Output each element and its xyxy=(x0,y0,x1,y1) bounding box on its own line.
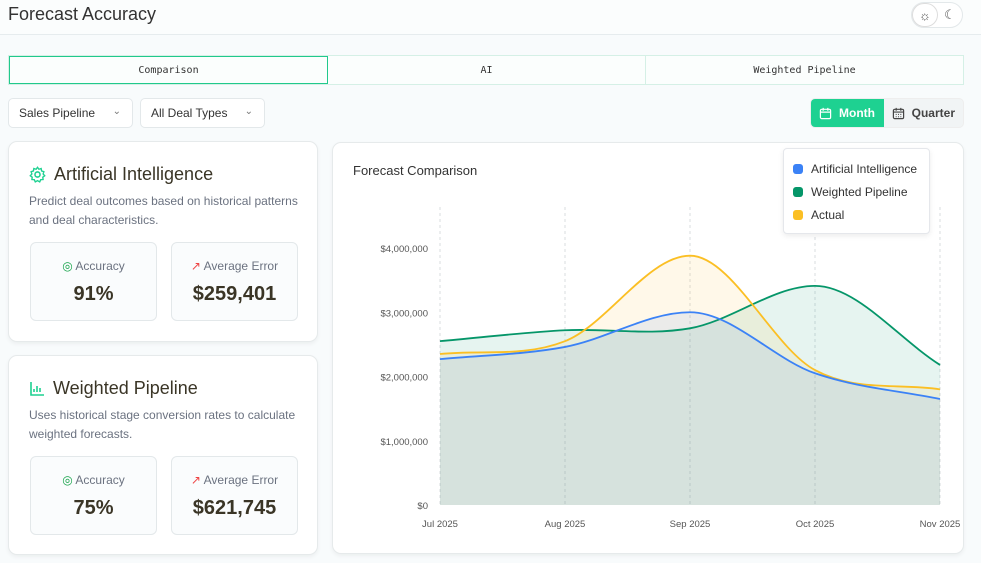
tab-weighted-pipeline[interactable]: Weighted Pipeline xyxy=(753,64,856,76)
x-tick-label: Jul 2025 xyxy=(422,519,458,530)
page-title: Forecast Accuracy xyxy=(8,4,157,24)
stat-value: 75% xyxy=(73,497,114,519)
gear-icon xyxy=(29,166,46,183)
tab-bar: Comparison AI Weighted Pipeline xyxy=(8,55,964,85)
quarter-button[interactable]: Quarter xyxy=(884,99,963,127)
bar-chart-icon xyxy=(30,381,44,396)
y-tick-label: $0 xyxy=(417,501,428,512)
y-tick-label: $1,000,000 xyxy=(380,437,428,448)
moon-icon[interactable]: ☾ xyxy=(944,7,956,22)
deal-type-select[interactable]: All Deal Types ⌄ xyxy=(140,98,265,128)
period-toggle: Month Quarter xyxy=(810,98,964,128)
x-tick-label: Sep 2025 xyxy=(670,519,711,530)
average-error-stat: ↗ Average Error $259,401 xyxy=(171,242,298,321)
chart-legend: Artificial Intelligence Weighted Pipelin… xyxy=(783,148,930,234)
stat-value: $621,745 xyxy=(192,497,277,519)
month-label: Month xyxy=(839,106,875,120)
target-icon: ◎ xyxy=(62,259,73,273)
line-artificial-intelligence xyxy=(439,311,941,400)
forecast-comparison-chart-card: Forecast Comparison Jul 2025 Aug 2025 Sep … xyxy=(332,142,964,554)
target-icon: ◎ xyxy=(62,473,73,487)
legend-item-weighted-pipeline[interactable]: Weighted Pipeline xyxy=(793,180,920,203)
stat-label: Accuracy xyxy=(75,473,125,487)
calendar-grid-icon xyxy=(892,107,904,119)
weighted-pipeline-method-card: Weighted Pipeline Uses historical stage … xyxy=(8,355,318,555)
pipeline-select[interactable]: Sales Pipeline ⌄ xyxy=(8,98,133,128)
method-title: Artificial Intelligence xyxy=(54,164,214,184)
x-tick-label: Oct 2025 xyxy=(796,519,835,530)
method-description: Predict deal outcomes based on historica… xyxy=(29,194,298,227)
chart-title: Forecast Comparison xyxy=(353,163,477,178)
method-title: Weighted Pipeline xyxy=(53,378,198,398)
trending-up-icon: ↗ xyxy=(190,259,201,273)
pipeline-select-value: Sales Pipeline xyxy=(19,106,96,120)
legend-item-actual[interactable]: Actual xyxy=(793,203,920,226)
accuracy-stat: ◎ Accuracy 75% xyxy=(30,456,157,535)
stat-label: Average Error xyxy=(203,473,279,487)
quarter-label: Quarter xyxy=(911,106,955,120)
y-tick-label: $4,000,000 xyxy=(380,244,428,255)
chevron-down-icon: ⌄ xyxy=(244,106,253,117)
area-artificial-intelligence xyxy=(440,312,940,505)
method-description: Uses historical stage conversion rates t… xyxy=(29,408,296,441)
x-tick-label: Aug 2025 xyxy=(545,519,586,530)
trending-up-icon: ↗ xyxy=(190,473,201,487)
accuracy-stat: ◎ Accuracy 91% xyxy=(30,242,157,321)
deal-type-select-value: All Deal Types xyxy=(151,106,228,120)
y-tick-label: $2,000,000 xyxy=(380,373,428,384)
legend-label: Actual xyxy=(811,207,845,222)
stat-label: Accuracy xyxy=(75,259,125,273)
tab-comparison[interactable]: Comparison xyxy=(9,56,328,84)
stat-value: $259,401 xyxy=(192,283,277,305)
x-tick-label: Nov 2025 xyxy=(920,519,961,530)
average-error-stat: ↗ Average Error $621,745 xyxy=(171,456,298,535)
month-button[interactable]: Month xyxy=(811,99,884,127)
stat-label: Average Error xyxy=(203,259,279,273)
y-tick-label: $3,000,000 xyxy=(380,308,428,319)
header: Forecast Accuracy ☼ ☾ xyxy=(0,0,981,35)
chevron-down-icon: ⌄ xyxy=(112,106,121,117)
stat-value: 91% xyxy=(73,283,114,305)
sun-icon[interactable]: ☼ xyxy=(912,3,938,27)
area-actual xyxy=(440,255,940,505)
legend-label: Weighted Pipeline xyxy=(811,184,908,199)
tab-ai[interactable]: AI xyxy=(328,56,646,84)
legend-label: Artificial Intelligence xyxy=(811,161,918,176)
legend-item-ai[interactable]: Artificial Intelligence xyxy=(793,157,920,180)
ai-method-card: Artificial Intelligence Predict deal out… xyxy=(8,141,318,342)
theme-toggle[interactable]: ☼ ☾ xyxy=(911,2,963,28)
calendar-icon xyxy=(819,107,832,119)
forecast-chart: Forecast Comparison Jul 2025 Aug 2025 Sep … xyxy=(353,163,961,530)
line-weighted-pipeline xyxy=(439,285,941,366)
